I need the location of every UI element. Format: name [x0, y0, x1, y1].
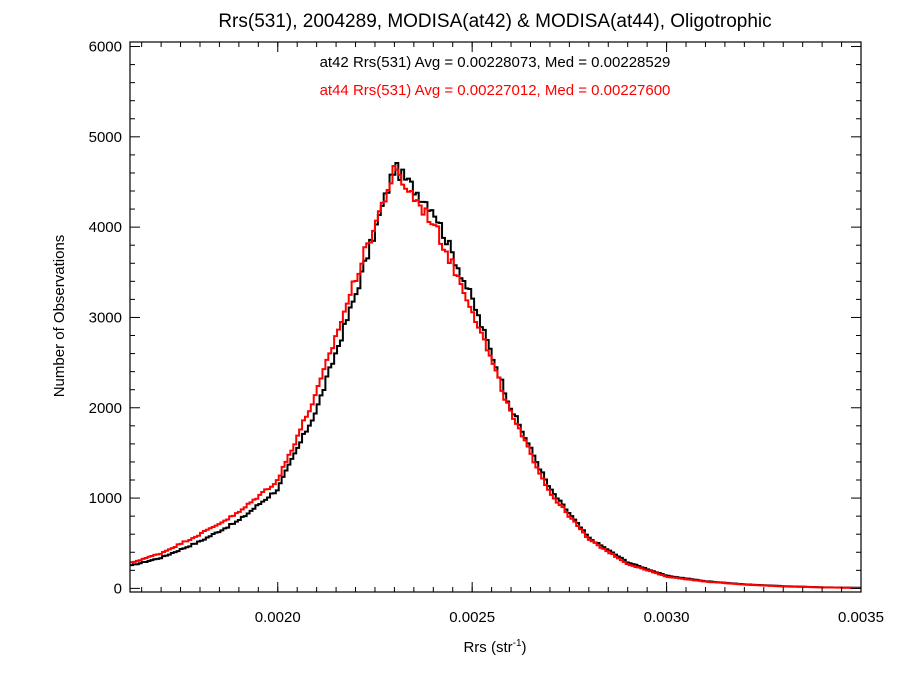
x-tick-label: 0.0035: [838, 609, 884, 626]
annotation-at42: at42 Rrs(531) Avg = 0.00228073, Med = 0.…: [320, 54, 671, 71]
y-tick-label: 3000: [89, 309, 122, 326]
annotation-at44: at44 Rrs(531) Avg = 0.00227012, Med = 0.…: [320, 82, 671, 99]
y-tick-label: 4000: [89, 219, 122, 236]
y-tick-label: 2000: [89, 400, 122, 417]
x-tick-label: 0.0025: [449, 609, 495, 626]
y-axis-label: Number of Observations: [51, 235, 68, 398]
plot-frame: [129, 41, 862, 593]
tick-layer: 0.0020 0.0025 0.0030 0.0035 0 1000 2000 3000 400…: [89, 39, 884, 626]
x-axis-label-main: Rrs (str: [463, 639, 512, 656]
x-tick-label: 0.0030: [644, 609, 690, 626]
y-tick-label: 0: [114, 580, 122, 597]
x-axis-label: Rrs (str-1): [463, 638, 526, 656]
x-axis-label-close: ): [522, 639, 527, 656]
chart-title: Rrs(531), 2004289, MODISA(at42) & MODISA…: [218, 11, 771, 32]
x-axis-label-superscript: -1: [513, 638, 522, 649]
series-line-1: [130, 164, 861, 589]
y-tick-label: 1000: [89, 490, 122, 507]
y-tick-label: 5000: [89, 129, 122, 146]
y-tick-label: 6000: [89, 39, 122, 56]
series-line-0: [130, 162, 861, 589]
series-layer: [130, 162, 861, 589]
x-tick-label: 0.0020: [255, 609, 301, 626]
